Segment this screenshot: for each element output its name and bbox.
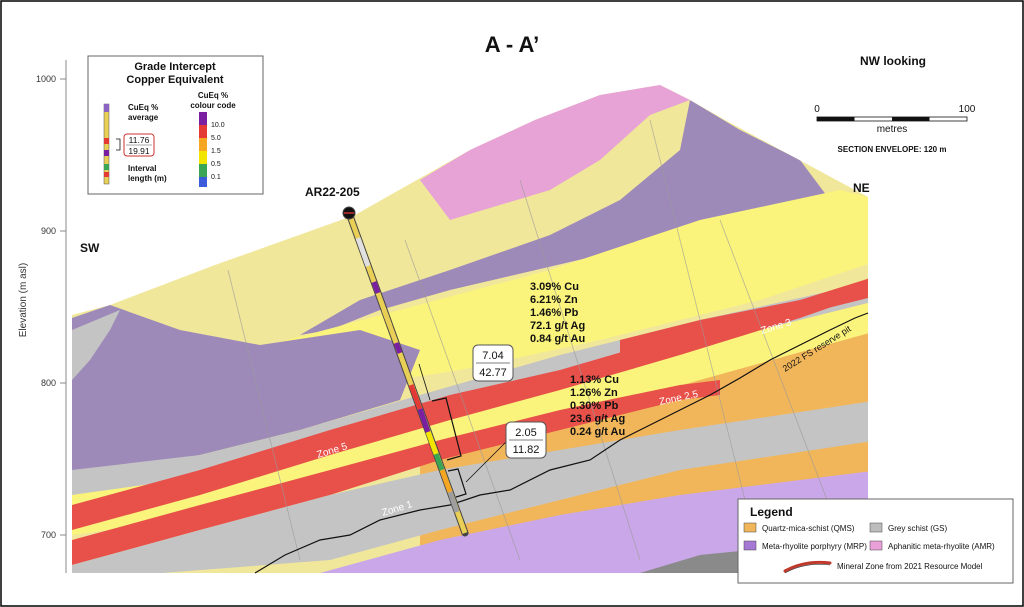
legend: Legend Quartz-mica-schist (QMS) Grey sch… — [737, 498, 1014, 584]
drillhole-name: AR22-205 — [305, 185, 360, 199]
key-drill-sample — [103, 103, 110, 185]
section-envelope-lines — [227, 119, 851, 561]
grade-intercept-key: Grade Intercept Copper Equivalent CuEq %… — [87, 55, 264, 195]
legend-swatch-amr — [869, 540, 883, 551]
legend-title: Legend — [750, 505, 793, 519]
key-interval-value: 19.91 — [128, 146, 150, 156]
legend-swatch-mrp — [743, 540, 757, 551]
key-interval-label-2: length (m) — [128, 174, 167, 183]
grade-key-title-2: Copper Equivalent — [126, 74, 224, 86]
intercept-1-bracket — [431, 397, 462, 461]
intercept-2-cu: 1.13% Cu — [570, 374, 619, 386]
colour-code-label-2: colour code — [190, 101, 236, 110]
intercept-1-au: 0.84 g/t Au — [530, 333, 585, 345]
intercept-1-box: 7.04 42.77 — [472, 344, 514, 382]
intercept-1-pb: 1.46% Pb — [530, 307, 579, 319]
tick-label-900: 900 — [41, 226, 56, 236]
colour-value-5: 5.0 — [211, 135, 221, 142]
unit-mrp-left — [72, 305, 420, 470]
colour-value-1-5: 1.5 — [211, 148, 221, 155]
intercept-2-zn: 1.26% Zn — [570, 387, 618, 399]
reserve-pit-outline — [254, 312, 869, 574]
colour-value-10: 10.0 — [211, 122, 225, 129]
unit-zone-red-main — [72, 380, 720, 565]
scale-end: 100 — [959, 104, 976, 115]
colour-value-0-5: 0.5 — [211, 161, 221, 168]
view-direction: NW looking — [860, 54, 926, 68]
tick-label-800: 800 — [41, 378, 56, 388]
key-avg-label-1: CuEq % — [128, 103, 158, 112]
unit-gs-bottom — [72, 400, 868, 573]
unit-mrp-upper — [300, 100, 830, 335]
intercept-2-length: 11.82 — [513, 444, 540, 456]
legend-label-gs: Grey schist (GS) — [888, 524, 947, 533]
scale-unit: metres — [877, 124, 908, 135]
colour-swatch-5 — [199, 125, 207, 138]
intercept-1-ag: 72.1 g/t Ag — [530, 320, 585, 332]
colour-swatch-10 — [199, 112, 207, 125]
intercept-2-pb: 0.30% Pb — [570, 400, 619, 412]
colour-swatch-bottom — [199, 177, 207, 187]
legend-mineral-zone-swatch — [783, 560, 832, 573]
legend-swatch-gs — [869, 522, 883, 533]
intercept-2-cueq: 2.05 — [515, 427, 536, 439]
legend-label-amr: Aphanitic meta-rhyolite (AMR) — [888, 542, 995, 551]
grade-key-title-1: Grade Intercept — [134, 61, 216, 73]
colour-swatch-0-5 — [199, 151, 207, 164]
intercept-1-zn: 6.21% Zn — [530, 294, 578, 306]
intercept-1-length: 42.77 — [479, 367, 507, 379]
unit-zone-red-3 — [620, 285, 868, 355]
key-avg-value: 11.76 — [129, 135, 150, 145]
colour-scale-bar — [199, 112, 207, 187]
intercept-2-box: 2.05 11.82 — [505, 421, 547, 459]
section-title: A - A’ — [485, 32, 540, 57]
unit-amr-top — [420, 85, 700, 220]
intercept-2-assays: 1.13% Cu 1.26% Zn 0.30% Pb 23.6 g/t Ag 0… — [570, 374, 625, 438]
elevation-axis-label: Elevation (m asl) — [18, 263, 29, 337]
drillhole-trace — [345, 209, 469, 537]
colour-swatch-1-5 — [199, 138, 207, 151]
unit-bright-yellow-lower — [72, 300, 868, 535]
legend-label-mineral-zone: Mineral Zone from 2021 Resource Model — [837, 562, 983, 571]
intercept-1-cueq: 7.04 — [482, 350, 503, 362]
intercept-2-bracket — [447, 468, 467, 498]
intercept-2-ag: 23.6 g/t Ag — [570, 413, 625, 425]
tick-label-700: 700 — [41, 530, 56, 540]
scale-bar: NW looking 0 100 metres SECTION ENVELOPE… — [814, 54, 976, 154]
colour-value-0-1: 0.1 — [211, 174, 221, 181]
legend-label-qms: Quartz-mica-schist (QMS) — [762, 524, 855, 533]
scale-start: 0 — [814, 104, 820, 115]
intercept-1-cu: 3.09% Cu — [530, 281, 579, 293]
elevation-axis: 1000 900 800 700 Elevation (m asl) — [18, 60, 67, 573]
legend-swatch-qms — [743, 522, 757, 533]
intercept-2-au: 0.24 g/t Au — [570, 426, 625, 438]
tick-label-1000: 1000 — [36, 74, 56, 84]
section-envelope: SECTION ENVELOPE: 120 m — [838, 145, 947, 154]
colour-code-label-1: CuEq % — [198, 91, 228, 100]
key-avg-label-2: average — [128, 113, 159, 122]
colour-swatch-0-1 — [199, 164, 207, 177]
legend-label-mrp: Meta-rhyolite porphyry (MRP) — [762, 542, 867, 551]
direction-ne: NE — [853, 181, 870, 195]
intercept-1-assays: 3.09% Cu 6.21% Zn 1.46% Pb 72.1 g/t Ag 0… — [530, 281, 585, 345]
key-interval-label-1: Interval — [128, 164, 156, 173]
direction-sw: SW — [80, 241, 100, 255]
unit-gs-left — [72, 310, 120, 380]
